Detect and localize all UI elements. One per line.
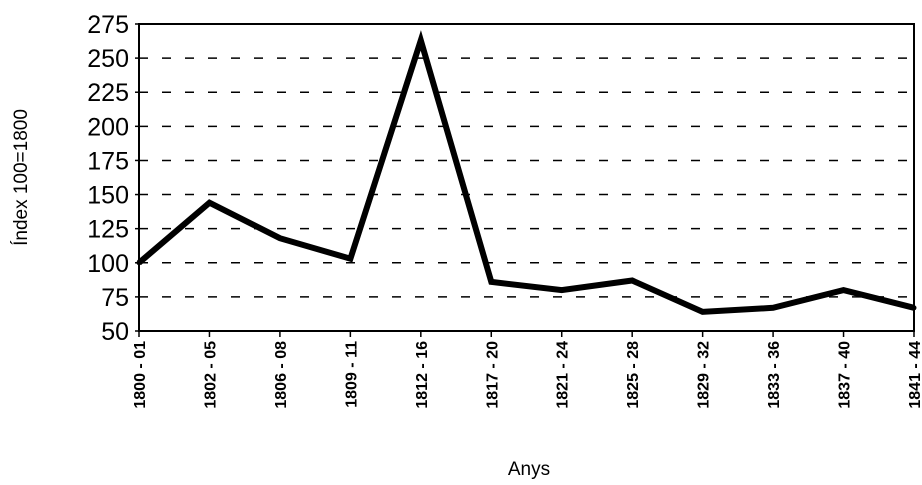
data-point [206, 200, 212, 206]
y-tick-label: 275 [87, 11, 129, 39]
y-tick-label: 250 [87, 45, 129, 73]
data-point [418, 37, 424, 43]
x-axis-ticks: 1800 - 01 1802 - 05 1806 - 08 1809 - 11 1812… [132, 331, 922, 409]
x-tick-label: 1817 - 20 [484, 341, 501, 409]
x-tick-label: 1829 - 32 [696, 341, 713, 409]
y-axis-ticks: 50 75 100 125 150 175 200 225 250 275 [87, 11, 139, 346]
y-tick-label: 75 [101, 284, 129, 312]
x-tick-label: 1821 - 24 [555, 341, 572, 409]
y-axis-label: Índex 100=1800 [11, 109, 32, 246]
x-tick-label: 1825 - 28 [625, 341, 642, 409]
data-point [911, 305, 917, 311]
y-tick-label: 125 [87, 216, 129, 244]
series-layer [136, 30, 917, 315]
x-axis-label: Anys [508, 459, 550, 480]
grid-lines [139, 57, 914, 298]
data-point [136, 260, 142, 266]
data-point [841, 287, 847, 293]
y-tick-label: 50 [101, 318, 129, 346]
data-point [770, 305, 776, 311]
x-tick-label: 1841 - 44 [907, 341, 922, 409]
y-tick-label: 175 [87, 147, 129, 175]
data-point [629, 278, 635, 284]
y-tick-label: 225 [87, 79, 129, 107]
data-point [347, 256, 353, 262]
x-tick-label: 1800 - 01 [132, 341, 149, 409]
x-tick-label: 1806 - 08 [273, 341, 290, 409]
x-tick-label: 1833 - 36 [766, 341, 783, 409]
y-tick-label: 150 [87, 182, 129, 210]
x-tick-label: 1809 - 11 [343, 341, 360, 408]
y-tick-label: 200 [87, 113, 129, 141]
series-line [137, 30, 915, 315]
data-point [277, 235, 283, 241]
data-point [559, 287, 565, 293]
data-point [488, 279, 494, 285]
x-tick-label: 1837 - 40 [837, 341, 854, 409]
y-tick-label: 100 [87, 250, 129, 278]
plot-area-frame [138, 23, 915, 332]
data-point [700, 309, 706, 315]
x-tick-label: 1802 - 05 [202, 341, 219, 409]
x-tick-label: 1812 - 16 [414, 341, 431, 409]
